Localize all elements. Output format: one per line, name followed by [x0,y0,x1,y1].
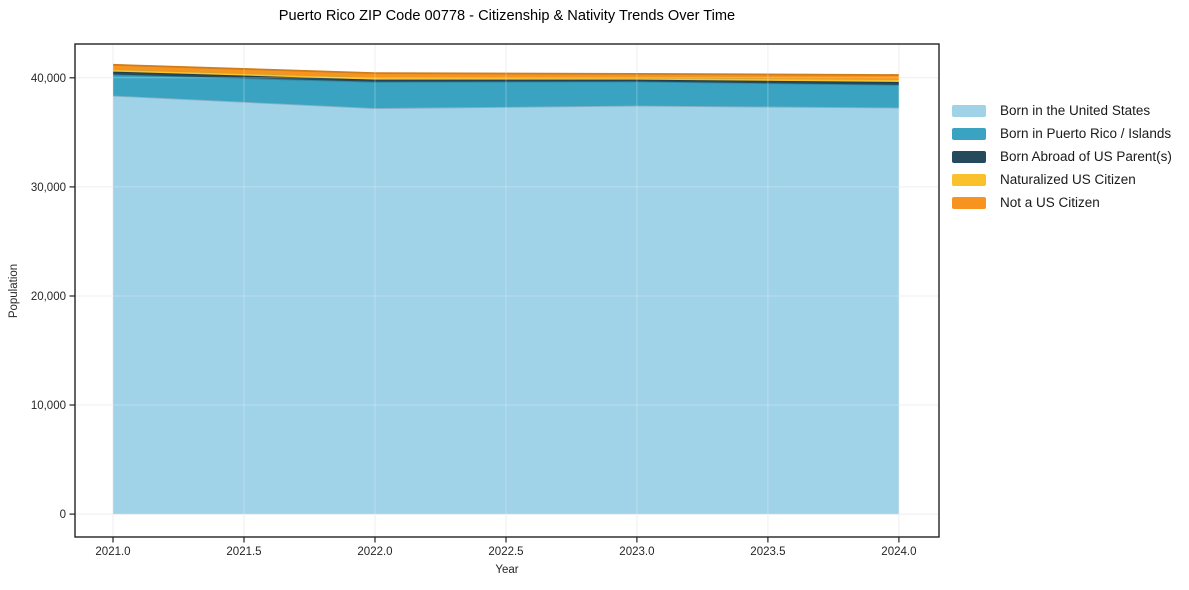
legend-item: Naturalized US Citizen [952,172,1172,187]
legend-label: Naturalized US Citizen [1000,172,1136,187]
chart-title: Puerto Rico ZIP Code 00778 - Citizenship… [278,8,736,24]
legend-label: Born Abroad of US Parent(s) [1000,149,1172,164]
y-axis-label: Population [8,263,20,319]
x-tick-label: 2021.5 [226,546,261,558]
y-tick-label: 40,000 [31,73,66,85]
legend-label: Born in Puerto Rico / Islands [1000,126,1172,141]
area-series-4 [113,64,899,79]
y-tick-label: 0 [60,509,66,521]
legend-item: Born Abroad of US Parent(s) [952,149,1172,164]
legend: Born in the United States Born in Puerto… [952,103,1172,210]
legend-swatch-icon [952,105,986,117]
legend-swatch-icon [952,174,986,186]
area-series-0 [113,95,899,515]
legend-swatch-icon [952,151,986,163]
legend-item: Born in Puerto Rico / Islands [952,126,1172,141]
legend-item: Born in the United States [952,103,1172,118]
plot-frame [74,43,940,538]
legend-label: Not a US Citizen [1000,195,1100,210]
x-tick-label: 2024.0 [881,546,916,558]
x-tick-label: 2022.0 [357,546,392,558]
y-tick-label: 10,000 [31,400,66,412]
x-tick-label: 2023.5 [750,546,785,558]
legend-label: Born in the United States [1000,103,1151,118]
y-tick-label: 30,000 [31,182,66,194]
x-tick-label: 2022.5 [488,546,523,558]
y-tick-label: 20,000 [31,291,66,303]
area-series-2 [113,71,899,85]
legend-swatch-icon [952,197,986,209]
legend-swatch-icon [952,128,986,140]
legend-item: Not a US Citizen [952,195,1172,210]
x-tick-label: 2021.0 [95,546,130,558]
x-tick-label: 2023.0 [619,546,654,558]
x-axis-label: Year [495,564,519,576]
area-series-4-edge [112,63,899,76]
